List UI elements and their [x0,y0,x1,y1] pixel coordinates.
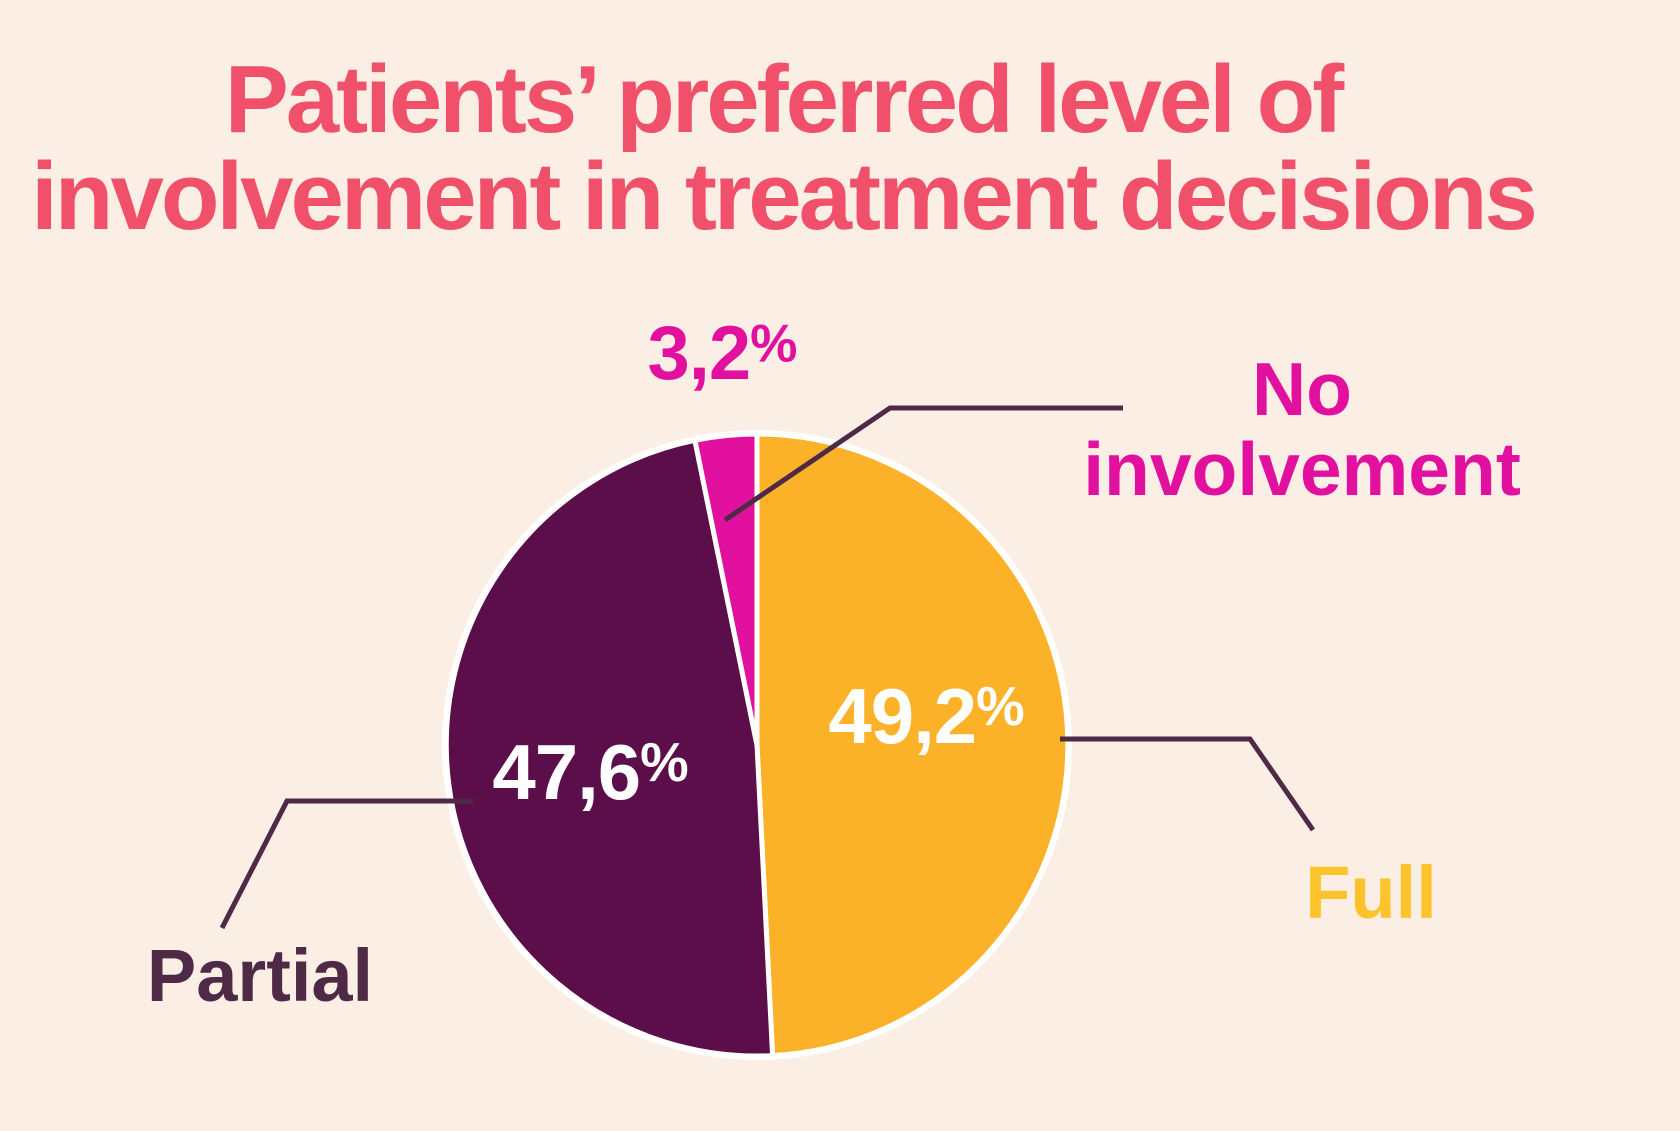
value-no-involvement: 3,2 [647,311,752,396]
value-label-no-involvement: 3,2% [648,314,798,392]
unit-no-involvement: % [750,314,797,374]
pie-slice-partial [443,437,776,1059]
slice-label-no-involvement-line2: involvement [1083,427,1521,511]
leader-line-partial [219,798,473,930]
value-full: 49,2 [828,672,977,760]
unit-partial: % [640,731,689,793]
slice-label-no-involvement: No involvement [1083,349,1521,509]
chart-title: Patients’ preferred level of involvement… [0,51,1566,245]
leader-line-full [1060,736,1316,832]
chart-title-line1: Patients’ preferred level of [224,46,1344,153]
chart-title-line2: involvement in treatment decisions [31,143,1538,250]
slice-label-no-involvement-line1: No [1252,347,1352,431]
value-label-full: 49,2% [828,675,1025,755]
slice-label-full: Full [1305,851,1437,934]
leader-lines-group [219,405,1316,930]
value-label-partial: 47,6% [492,731,689,811]
slice-label-partial: Partial [146,934,374,1017]
unit-full: % [976,675,1025,737]
value-partial: 47,6 [492,728,641,816]
leader-line-no-involvement [723,405,1123,523]
